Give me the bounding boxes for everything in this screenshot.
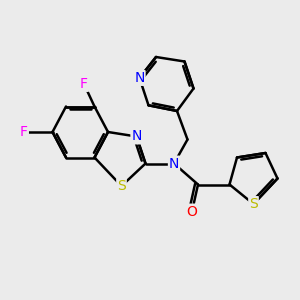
Text: N: N bbox=[131, 130, 142, 143]
Text: F: F bbox=[20, 125, 28, 139]
Text: S: S bbox=[117, 179, 126, 193]
Text: S: S bbox=[249, 197, 258, 211]
Text: N: N bbox=[134, 71, 145, 85]
Text: N: N bbox=[169, 157, 179, 170]
Text: F: F bbox=[80, 77, 88, 91]
Text: O: O bbox=[187, 205, 197, 218]
